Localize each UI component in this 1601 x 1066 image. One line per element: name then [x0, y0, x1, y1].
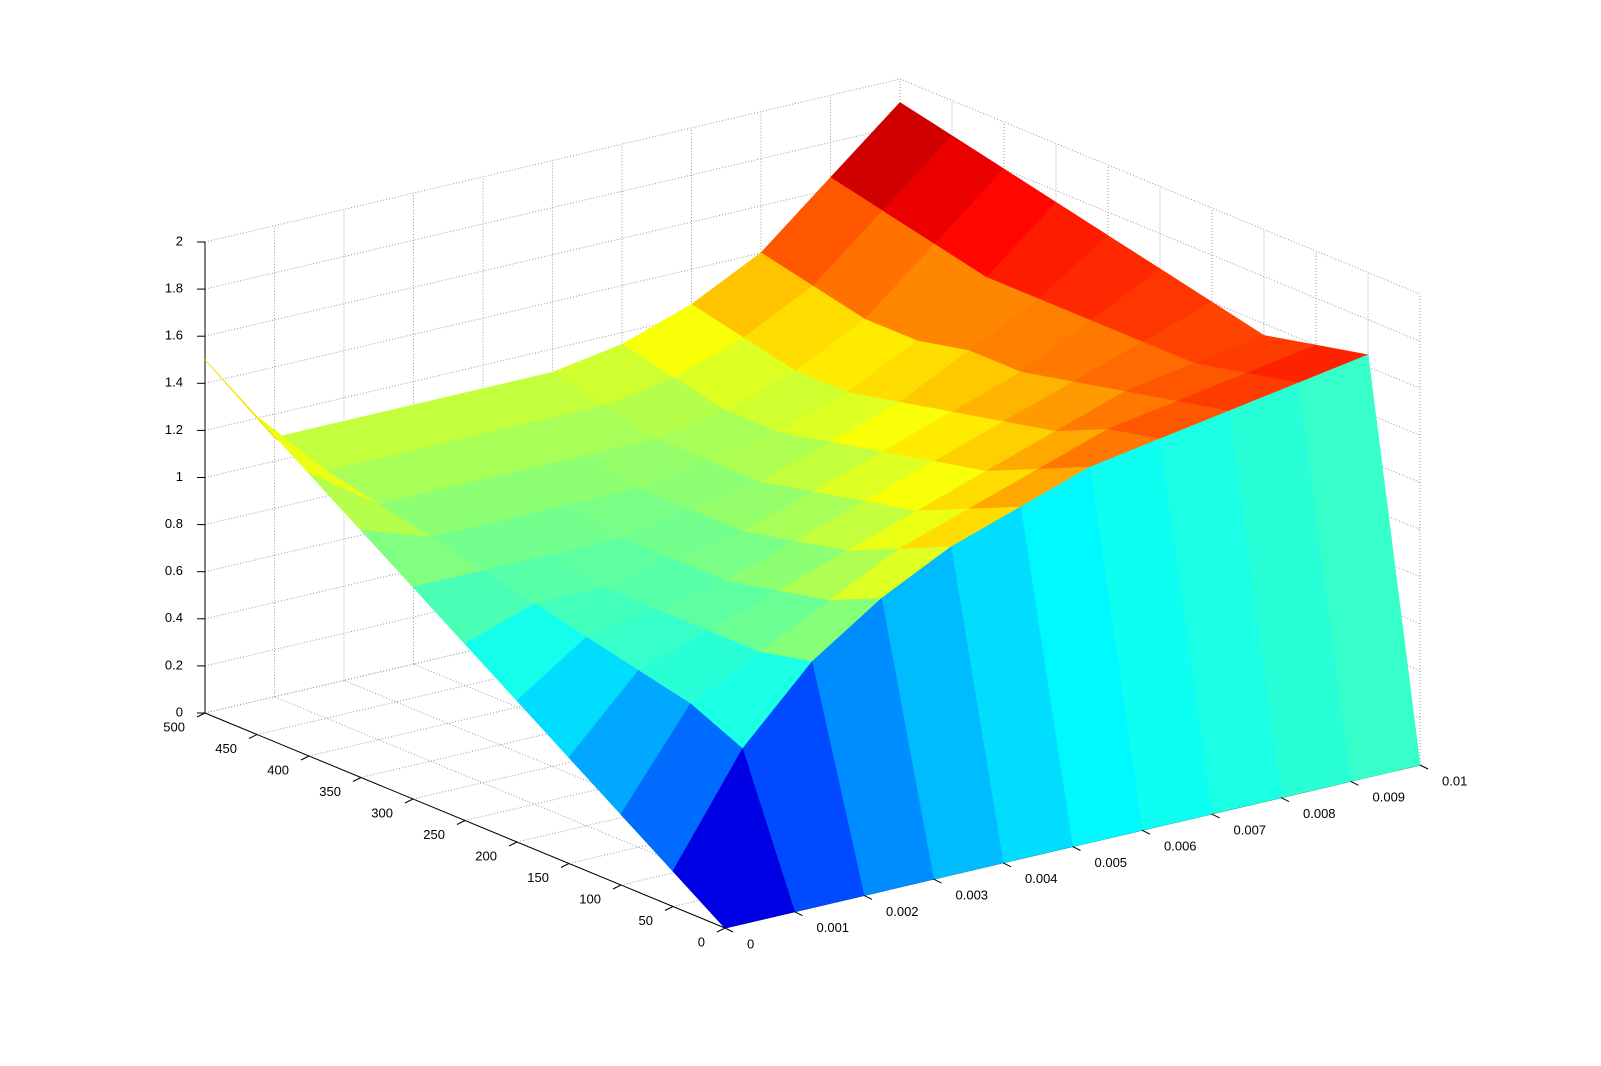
- y-tick-label: 350: [319, 784, 341, 799]
- x-tick-label: 0.007: [1234, 822, 1267, 837]
- y-tick-label: 400: [267, 762, 289, 777]
- tick-mark: [1211, 813, 1220, 819]
- grid-line: [204, 125, 901, 290]
- x-tick-label: 0.008: [1303, 806, 1336, 821]
- tick-mark: [1280, 797, 1290, 803]
- z-tick-label: 1.2: [165, 422, 183, 437]
- tick-mark: [300, 755, 310, 761]
- z-tick-label: 0.4: [165, 610, 183, 625]
- y-tick-label: 150: [527, 870, 549, 885]
- tick-mark: [664, 906, 674, 911]
- x-tick-label: 0: [747, 936, 754, 951]
- y-tick-label: 50: [639, 913, 653, 928]
- tick-mark: [716, 927, 726, 933]
- y-tick-label: 450: [215, 741, 237, 756]
- x-tick-label: 0.003: [956, 888, 989, 903]
- surface-patch: [672, 747, 796, 929]
- tick-mark: [724, 927, 734, 933]
- y-tick-label: 300: [371, 805, 393, 820]
- tick-mark: [612, 884, 622, 890]
- y-tick-label: 200: [475, 848, 497, 863]
- tick-mark: [1072, 846, 1081, 851]
- tick-mark: [794, 911, 803, 917]
- grid-line: [899, 78, 1421, 295]
- z-tick-label: 2: [176, 233, 183, 248]
- z-tick-label: 1.8: [165, 281, 183, 296]
- x-tick-label: 0.001: [817, 920, 850, 935]
- tick-mark: [1141, 829, 1151, 835]
- z-tick-label: 1.4: [165, 375, 183, 390]
- x-tick-label: 0.005: [1095, 855, 1128, 870]
- y-tick-label: 0: [698, 934, 705, 949]
- z-tick-label: 0: [176, 704, 183, 719]
- z-tick-label: 1: [176, 469, 183, 484]
- z-tick-label: 0.6: [165, 563, 183, 578]
- x-tick-label: 0.006: [1164, 839, 1197, 854]
- x-tick-label: 0.009: [1373, 790, 1406, 805]
- tick-mark: [863, 894, 873, 900]
- x-tick-label: 0.002: [886, 904, 919, 919]
- grid-line: [204, 78, 901, 243]
- tick-mark: [560, 863, 570, 868]
- z-tick-label: 1.6: [165, 328, 183, 343]
- tick-mark: [404, 798, 414, 804]
- tick-mark: [352, 777, 362, 782]
- tick-mark: [248, 734, 258, 739]
- x-tick-label: 0.004: [1025, 871, 1058, 886]
- tick-mark: [1419, 764, 1429, 770]
- tick-mark: [1350, 780, 1359, 786]
- x-tick-label: 0.01: [1442, 773, 1467, 788]
- y-tick-label: 100: [579, 891, 601, 906]
- tick-mark: [508, 841, 518, 847]
- tick-mark: [196, 712, 206, 718]
- y-tick-label: 250: [423, 827, 445, 842]
- z-tick-label: 0.2: [165, 657, 183, 672]
- tick-mark: [456, 820, 466, 825]
- z-tick-label: 0.8: [165, 516, 183, 531]
- grid-line: [204, 172, 901, 337]
- tick-mark: [933, 878, 942, 884]
- tick-mark: [1002, 862, 1012, 868]
- y-tick-label: 500: [163, 719, 185, 734]
